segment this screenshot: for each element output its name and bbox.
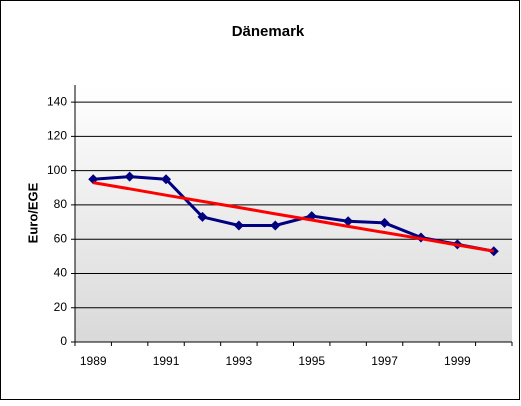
y-tick-label: 20 (54, 300, 68, 314)
point-marker (233, 220, 244, 231)
y-tick-label: 120 (47, 129, 67, 143)
x-tick-label: 1993 (226, 354, 253, 368)
point-marker (124, 171, 135, 182)
y-axis-label: Euro/EGE (25, 182, 40, 243)
x-tick-label: 1997 (371, 354, 398, 368)
x-tick-label: 1989 (80, 354, 107, 368)
x-tick-label: 1995 (298, 354, 325, 368)
y-tick-label: 100 (47, 163, 67, 177)
y-tick-label: 80 (54, 197, 68, 211)
y-tick-label: 60 (54, 231, 68, 245)
point-marker (343, 216, 354, 227)
plot-area (75, 85, 512, 342)
point-marker (161, 174, 172, 185)
series-line (92, 181, 495, 253)
point-marker (270, 220, 281, 231)
x-tick-label: 1991 (153, 354, 180, 368)
y-tick-label: 140 (47, 94, 67, 108)
chart-title: Dänemark (232, 23, 305, 40)
y-tick-label: 0 (60, 334, 67, 348)
point-marker (197, 211, 208, 222)
point-marker (379, 217, 390, 228)
x-tick-label: 1999 (444, 354, 471, 368)
y-tick-label: 40 (54, 266, 68, 280)
